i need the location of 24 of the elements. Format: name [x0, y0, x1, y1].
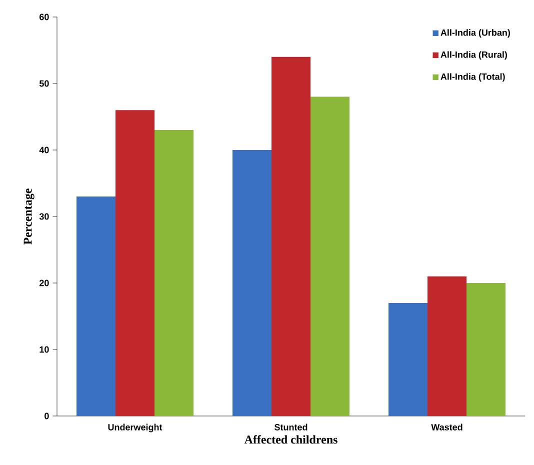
bar [428, 276, 467, 416]
x-tick-label: Wasted [431, 424, 462, 430]
y-axis-title: Percentage [24, 188, 34, 244]
bar [466, 283, 506, 416]
bar [272, 56, 311, 416]
legend-label: All-India (Total) [440, 73, 505, 82]
bar [76, 196, 116, 416]
y-tick-label: 20 [40, 280, 49, 286]
bar [116, 110, 155, 416]
bar [388, 302, 428, 416]
legend-label: All-India (Urban) [440, 29, 510, 38]
x-axis-title: Affected childrens [244, 435, 338, 444]
y-tick-label: 60 [40, 14, 49, 20]
y-tick-label: 0 [44, 412, 49, 420]
x-tick-label: Stunted [274, 424, 308, 430]
y-tick-label: 30 [39, 213, 49, 220]
bar [232, 150, 272, 416]
legend-label: All-India (Rural) [440, 51, 508, 60]
y-tick-label: 40 [39, 146, 49, 154]
x-tick-label: Underweight [108, 424, 162, 432]
bar [154, 130, 194, 416]
y-tick-label: 50 [39, 80, 49, 87]
y-tick-label: 10 [40, 346, 49, 353]
bar [310, 96, 350, 416]
